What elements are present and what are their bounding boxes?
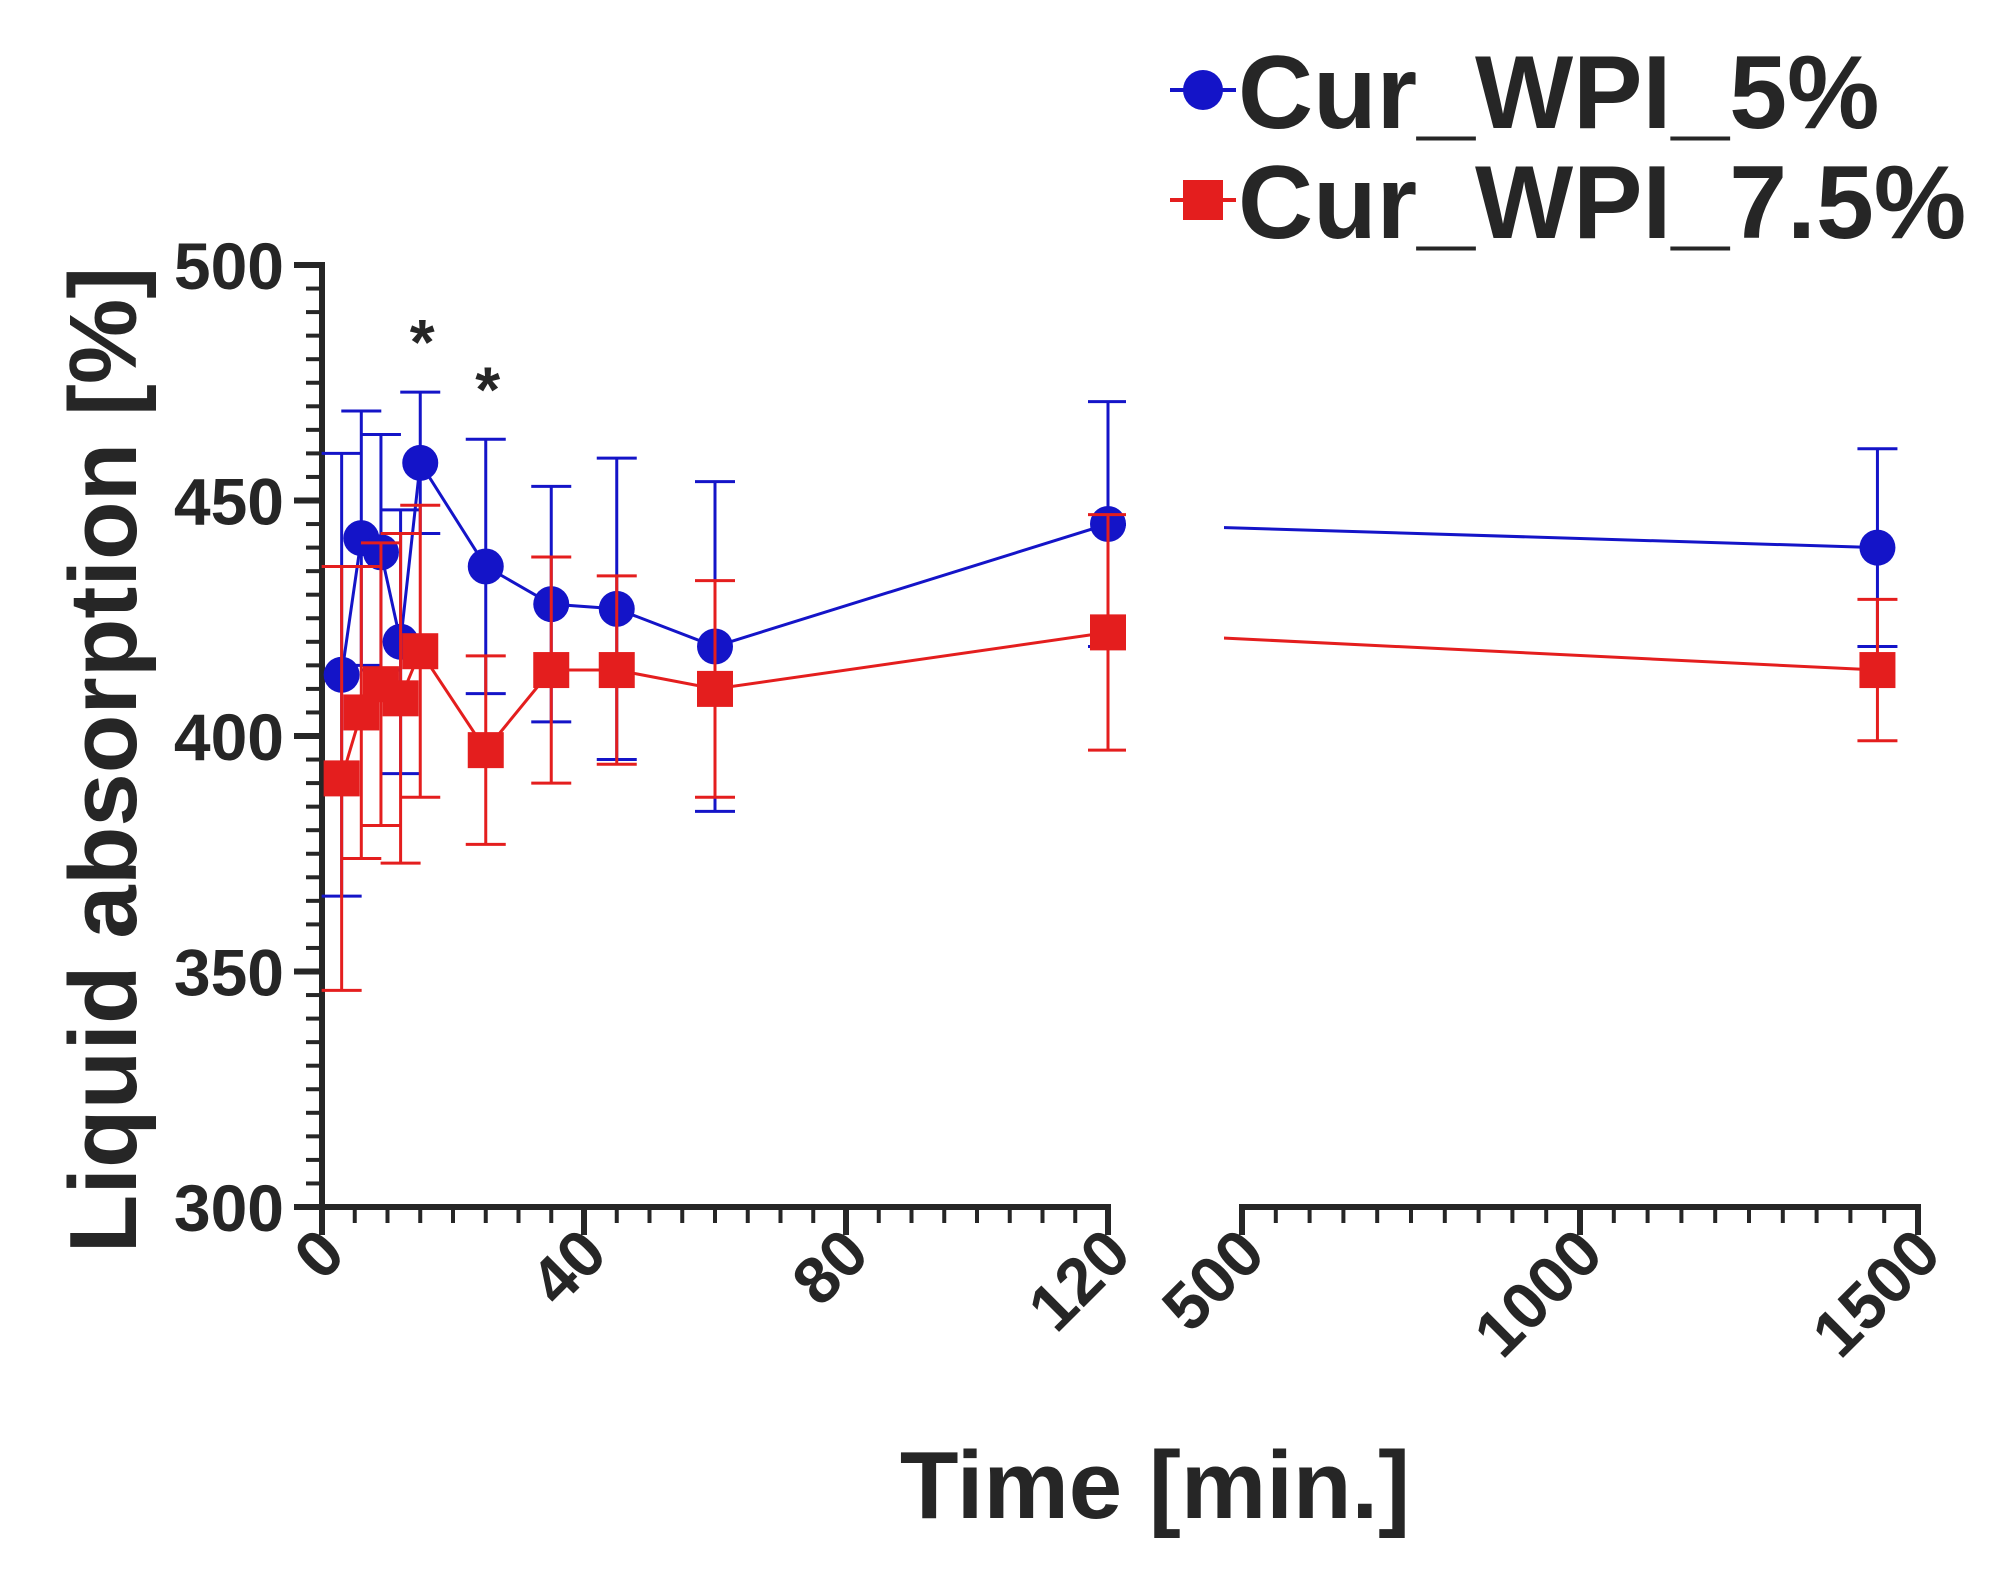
y-tick-label: 450 bbox=[174, 465, 284, 539]
data-point bbox=[402, 633, 439, 670]
axis-break-gap bbox=[1126, 205, 1224, 1205]
series-line bbox=[340, 630, 1878, 779]
legend-marker bbox=[1183, 70, 1223, 110]
legend-item: Cur_WPI_5% bbox=[1170, 35, 1880, 151]
data-point bbox=[1090, 614, 1126, 651]
y-tick-label: 300 bbox=[174, 1171, 284, 1245]
x-tick-label: 1000 bbox=[1460, 1215, 1616, 1371]
series-2 bbox=[321, 503, 1898, 992]
data-point bbox=[697, 670, 733, 707]
x-tick-label: 80 bbox=[778, 1215, 882, 1319]
data-point bbox=[467, 548, 504, 585]
legend-label: Cur_WPI_7.5% bbox=[1238, 145, 1966, 261]
significance-marker: * bbox=[410, 306, 435, 378]
legend-label: Cur_WPI_5% bbox=[1238, 35, 1880, 151]
data-point bbox=[402, 444, 439, 481]
legend: Cur_WPI_5%Cur_WPI_7.5% bbox=[1170, 35, 1966, 261]
data-point bbox=[323, 760, 360, 797]
y-tick-label: 500 bbox=[174, 229, 284, 303]
x-tick-label: 120 bbox=[1014, 1215, 1144, 1345]
plot-area: ** bbox=[321, 205, 1898, 1205]
x-axis-title: Time [min.] bbox=[900, 1432, 1410, 1539]
y-tick-label: 400 bbox=[174, 700, 284, 774]
data-point bbox=[382, 680, 419, 717]
x-tick-label: 1500 bbox=[1798, 1215, 1954, 1371]
significance-marker: * bbox=[475, 353, 500, 425]
legend-item: Cur_WPI_7.5% bbox=[1170, 145, 1966, 261]
data-point bbox=[1859, 529, 1896, 566]
data-point bbox=[533, 652, 570, 689]
y-axis-title: Liquid absorption [%] bbox=[50, 267, 157, 1254]
data-point bbox=[598, 652, 635, 689]
data-point bbox=[1859, 652, 1896, 689]
x-tick-label: 0 bbox=[280, 1215, 358, 1293]
x-tick-label: 500 bbox=[1148, 1215, 1278, 1345]
data-point bbox=[467, 732, 504, 769]
x-tick-label: 40 bbox=[516, 1215, 620, 1319]
y-tick-label: 350 bbox=[174, 936, 284, 1010]
legend-marker bbox=[1183, 180, 1223, 220]
